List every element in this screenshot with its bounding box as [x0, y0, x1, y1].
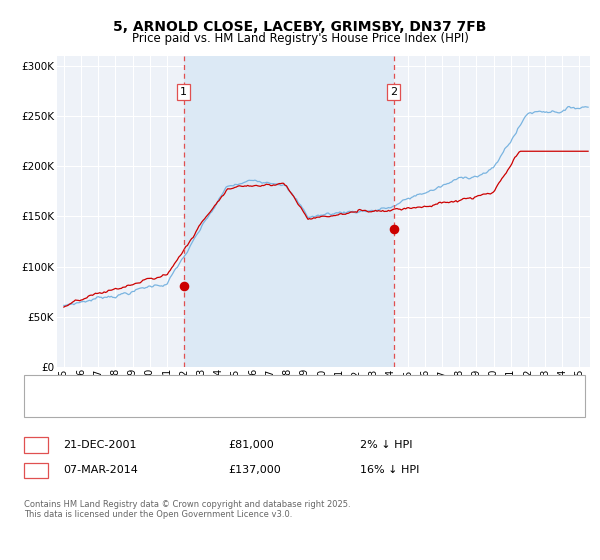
Text: HPI: Average price, detached house, North East Lincolnshire: HPI: Average price, detached house, Nort…: [61, 403, 365, 413]
Text: 1: 1: [32, 440, 40, 450]
Text: £81,000: £81,000: [228, 440, 274, 450]
Text: 2: 2: [390, 87, 397, 97]
Text: 2: 2: [32, 465, 40, 475]
Text: Contains HM Land Registry data © Crown copyright and database right 2025.
This d: Contains HM Land Registry data © Crown c…: [24, 500, 350, 519]
Text: Price paid vs. HM Land Registry's House Price Index (HPI): Price paid vs. HM Land Registry's House …: [131, 32, 469, 45]
Text: 07-MAR-2014: 07-MAR-2014: [63, 465, 138, 475]
Bar: [184, 56, 394, 367]
Point: [389, 225, 398, 234]
Text: £137,000: £137,000: [228, 465, 281, 475]
Text: 21-DEC-2001: 21-DEC-2001: [63, 440, 137, 450]
Text: 1: 1: [180, 87, 187, 97]
Text: 2% ↓ HPI: 2% ↓ HPI: [360, 440, 413, 450]
Point: [179, 281, 188, 290]
Text: 5, ARNOLD CLOSE, LACEBY, GRIMSBY, DN37 7FB (detached house): 5, ARNOLD CLOSE, LACEBY, GRIMSBY, DN37 7…: [61, 382, 400, 393]
Text: 5, ARNOLD CLOSE, LACEBY, GRIMSBY, DN37 7FB: 5, ARNOLD CLOSE, LACEBY, GRIMSBY, DN37 7…: [113, 20, 487, 34]
Text: 16% ↓ HPI: 16% ↓ HPI: [360, 465, 419, 475]
